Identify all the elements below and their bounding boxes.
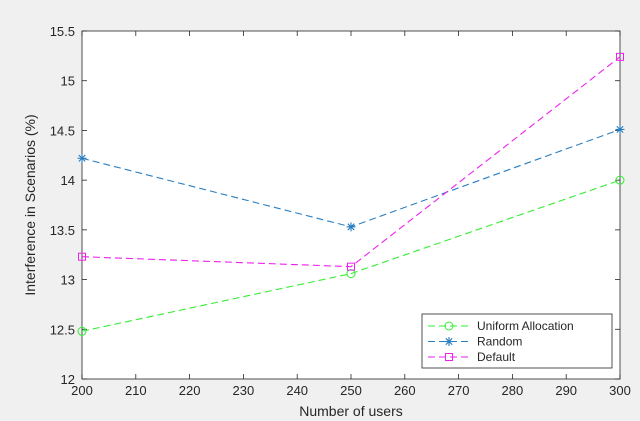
series-line <box>81 56 621 268</box>
x-tick-label: 210 <box>125 383 147 398</box>
legend-entry: Default <box>428 350 516 364</box>
data-point <box>77 326 87 336</box>
circle-shape <box>615 175 625 185</box>
data-point <box>347 262 355 271</box>
data-point <box>615 124 625 134</box>
y-tick-label: 12.5 <box>50 322 75 337</box>
legend-label: Uniform Allocation <box>477 319 574 333</box>
series-3 <box>78 52 624 271</box>
legend-marker <box>444 337 454 346</box>
legend-marker <box>444 321 454 331</box>
x-tick-label: 250 <box>340 383 362 398</box>
x-tick-label: 230 <box>233 383 255 398</box>
y-tick-label: 13 <box>61 273 75 288</box>
data-point <box>77 153 87 163</box>
x-tick-label: 200 <box>71 383 93 398</box>
y-tick-label: 13.5 <box>50 223 75 238</box>
legend-entry: Uniform Allocation <box>428 319 574 333</box>
legend-marker <box>445 353 453 361</box>
x-tick-label: 290 <box>555 383 577 398</box>
legend-entry: Random <box>428 335 522 349</box>
y-axis-label: Interference in Scenarios (%) <box>22 114 38 295</box>
x-tick-label: 280 <box>502 383 524 398</box>
data-point <box>616 52 624 61</box>
asterisk-stroke <box>445 337 453 346</box>
data-point <box>615 175 625 185</box>
x-tick-label: 270 <box>448 383 470 398</box>
data-point <box>346 222 356 232</box>
data-point <box>346 269 356 279</box>
series-2 <box>77 124 625 232</box>
x-tick-label: 260 <box>394 383 416 398</box>
y-tick-label: 15 <box>61 74 75 89</box>
y-tick-label: 15.5 <box>50 24 75 39</box>
x-tick-label: 300 <box>609 383 631 398</box>
x-tick-label: 240 <box>286 383 308 398</box>
asterisk-stroke <box>616 125 624 134</box>
legend-label: Random <box>477 335 522 349</box>
square-shape <box>616 52 624 61</box>
circle-shape <box>444 321 454 331</box>
series-layer <box>77 52 625 336</box>
square-shape <box>445 353 453 361</box>
x-tick-label: 220 <box>179 383 201 398</box>
circle-shape <box>77 326 87 336</box>
legend-label: Default <box>477 350 516 364</box>
asterisk-stroke <box>347 223 355 231</box>
y-tick-label: 14 <box>61 173 75 188</box>
y-tick-label: 14.5 <box>50 123 75 138</box>
x-axis-label: Number of users <box>299 403 402 419</box>
y-tick-label: 12 <box>61 372 75 387</box>
square-shape <box>347 262 355 271</box>
data-point <box>78 252 86 261</box>
square-shape <box>78 252 86 261</box>
series-1 <box>77 175 625 336</box>
tick-layer: 200 210 220 230 240 250 260 270 280 290 300 12 12.5 1… <box>50 24 631 398</box>
asterisk-stroke <box>78 154 86 162</box>
series-line <box>81 179 621 332</box>
circle-shape <box>346 269 356 279</box>
